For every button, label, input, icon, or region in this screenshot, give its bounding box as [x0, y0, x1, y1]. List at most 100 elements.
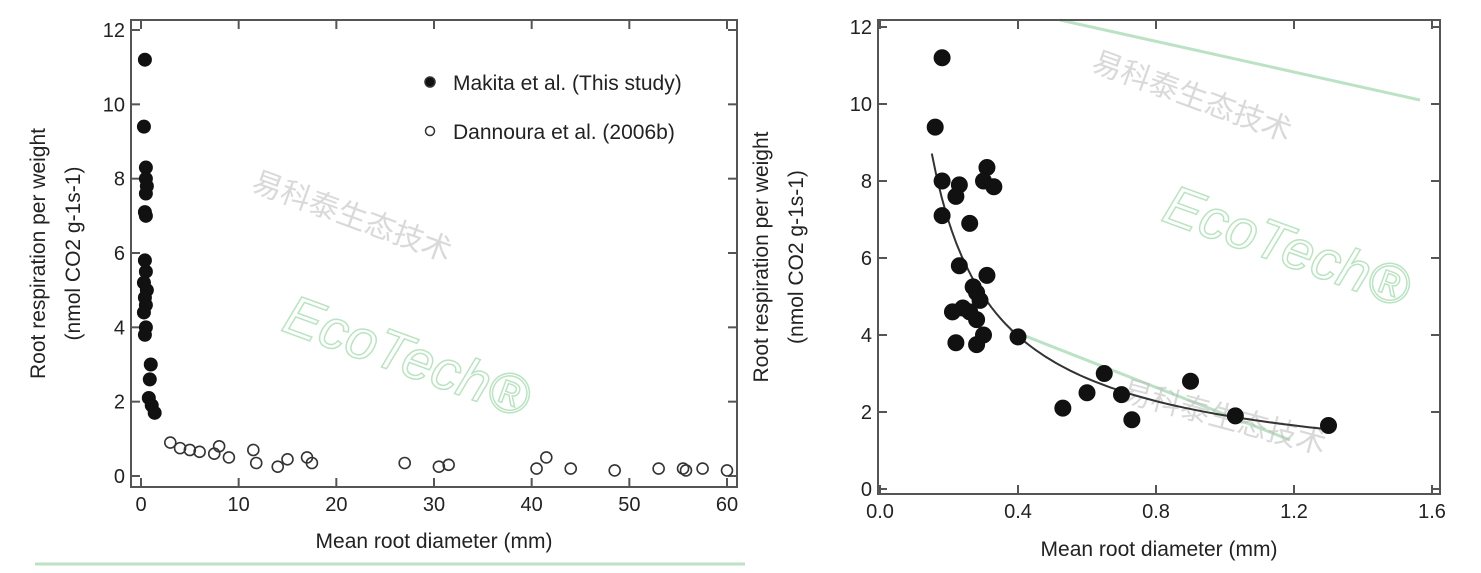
data-point-filled — [947, 187, 965, 205]
data-point-open — [212, 439, 226, 453]
data-point-filled — [926, 118, 944, 136]
x-tick-label: 30 — [423, 494, 445, 516]
legend-marker — [424, 125, 436, 137]
data-point-open — [271, 460, 285, 474]
y-tick-label: 0 — [861, 479, 872, 501]
data-point-filled — [933, 172, 951, 190]
data-point-open — [222, 451, 236, 464]
data-point-filled — [1078, 384, 1096, 402]
watermark-brand: EcoTech® — [276, 282, 540, 429]
data-point-open — [305, 456, 319, 470]
data-point-filled — [1054, 399, 1072, 417]
legend-label: Dannoura et al. (2006b) — [453, 121, 675, 144]
y-axis-units: (nmol CO2 g-1s-1) — [785, 170, 808, 344]
y-tick-label: 4 — [861, 325, 872, 347]
data-point-filled — [143, 357, 158, 372]
data-point-filled — [968, 336, 986, 354]
x-tick-label: 0 — [135, 494, 146, 516]
watermark-chinese: 易科泰生态技术 — [248, 166, 457, 269]
y-tick-label: 10 — [850, 94, 872, 116]
x-tick-label: 60 — [716, 494, 738, 516]
data-point-filled — [1182, 372, 1199, 390]
data-point-open — [676, 462, 690, 475]
data-point-filled — [147, 405, 162, 420]
y-tick-label: 10 — [103, 94, 125, 116]
data-point-open — [608, 464, 621, 477]
data-point-filled — [138, 186, 153, 201]
data-point-open — [247, 443, 260, 457]
y-tick-label: 8 — [114, 169, 125, 191]
data-point-open — [564, 462, 578, 475]
data-point-open — [530, 462, 543, 475]
watermark-chinese: 易科泰生态技术 — [1118, 375, 1329, 461]
chart-panel-2: 0.0 0.4 0.8 1.2 1.6 0 2 4 6 8 10 12 Mean root diamet… — [750, 17, 1446, 561]
data-point-filled — [985, 178, 1003, 196]
x-tick-label: 0.4 — [1004, 501, 1032, 523]
data-point-open — [173, 441, 187, 455]
data-point-open — [696, 462, 709, 475]
y-axis-units: (nmol CO2 g-1s-1) — [62, 167, 85, 341]
data-point-filled — [1320, 416, 1337, 434]
x-tick-label: 0.8 — [1142, 501, 1170, 523]
data-point-filled — [933, 207, 951, 225]
data-point-open — [432, 460, 446, 474]
y-tick-label: 4 — [114, 317, 125, 339]
x-tick-label: 40 — [521, 494, 543, 516]
y-tick-label: 12 — [103, 20, 125, 42]
data-point-open — [398, 456, 412, 470]
watermark-line — [1059, 18, 1421, 102]
data-point-filled — [138, 208, 153, 223]
y-tick-label: 2 — [114, 392, 125, 414]
watermark-brand: EcoTech® — [1156, 172, 1420, 319]
data-point-open — [183, 443, 197, 457]
data-point-filled — [137, 327, 152, 342]
x-tick-label: 50 — [618, 494, 640, 516]
data-point-filled — [1226, 407, 1244, 425]
data-point-filled — [136, 305, 151, 320]
data-point-filled — [971, 291, 989, 309]
x-tick-label: 10 — [228, 494, 250, 516]
y-tick-label: 6 — [114, 243, 125, 265]
data-point-filled — [136, 119, 151, 134]
data-point-filled — [1123, 411, 1141, 429]
data-point-filled — [947, 334, 965, 352]
legend-marker — [424, 76, 436, 88]
data-point-filled — [968, 311, 986, 329]
data-point-open — [193, 445, 206, 459]
y-tick-label: 0 — [114, 466, 125, 488]
data-point-filled — [961, 214, 979, 232]
data-point-filled — [978, 266, 996, 284]
x-tick-label: 1.6 — [1418, 501, 1446, 523]
data-point-open — [540, 451, 553, 464]
y-tick-label: 6 — [861, 248, 872, 270]
power-fit-curve — [930, 153, 1329, 431]
x-tick-label: 0.0 — [866, 501, 894, 523]
data-point-open — [720, 464, 734, 477]
y-axis-label: Root respiration per weight — [750, 131, 773, 382]
data-point-open — [249, 456, 263, 470]
legend-label: Makita et al. (This study) — [453, 72, 682, 95]
y-axis-label: Root respiration per weight — [27, 128, 50, 379]
data-point-filled — [1095, 365, 1113, 382]
data-point-open — [652, 462, 665, 475]
y-tick-label: 2 — [861, 402, 872, 424]
data-point-filled — [950, 257, 968, 275]
y-tick-label: 12 — [850, 17, 872, 39]
data-point-filled — [142, 372, 157, 387]
x-tick-label: 20 — [325, 494, 347, 516]
watermark-chinese: 易科泰生态技术 — [1088, 46, 1297, 149]
data-point-filled — [1113, 386, 1130, 404]
data-point-open — [442, 458, 455, 472]
x-axis-label: Mean root diameter (mm) — [316, 530, 553, 553]
data-point-filled — [137, 52, 152, 67]
watermark-line — [1009, 328, 1291, 442]
data-point-open — [679, 464, 693, 477]
chart-panel-1: 0 10 20 30 40 50 60 0 2 4 6 8 10 12 Mean root diameter… — [27, 19, 738, 553]
x-tick-label: 1.2 — [1280, 501, 1308, 523]
data-point-filled — [933, 49, 951, 67]
data-point-open — [281, 452, 294, 466]
data-point-open — [164, 436, 177, 449]
data-point-filled — [1009, 328, 1027, 346]
y-tick-label: 8 — [861, 171, 872, 193]
